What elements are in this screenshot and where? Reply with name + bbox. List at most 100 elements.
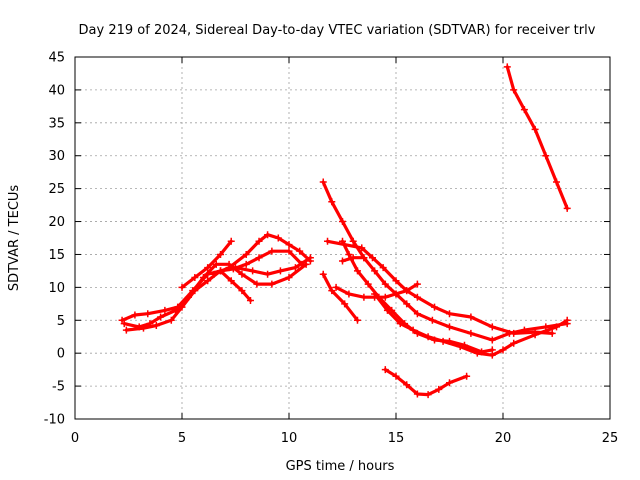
data-point [118,316,126,324]
data-point [349,237,357,245]
data-point [306,257,314,265]
data-point [238,270,246,278]
data-point [328,287,336,295]
data-point [424,391,432,399]
data-point [371,290,379,298]
data-point [563,316,571,324]
data-point [341,300,349,308]
data-point [467,329,475,337]
data-point [446,310,453,318]
y-tick-label: 10 [48,281,65,296]
data-point [364,280,372,288]
data-point [381,280,389,288]
data-point [328,198,336,206]
data-point [191,273,199,281]
series-trace-14 [381,366,471,399]
data-point [227,277,235,285]
y-tick-label: 45 [48,51,65,66]
data-point [131,311,139,319]
data-point [339,218,346,226]
data-point [520,106,528,114]
y-tick-label: 35 [48,116,65,131]
grid [75,57,610,419]
x-tick-label: 5 [178,431,186,446]
axis-ticks: -10 -5 0 5 10 15 20 25 30 35 40 45 0 5 10 15 20 25 [44,51,619,447]
data-point [227,237,235,245]
series-line [383,368,469,397]
data-point [456,343,464,351]
data-point [379,264,387,272]
data-point [383,306,391,314]
data-point [122,326,130,334]
data-point [435,385,443,393]
data-point [246,297,254,305]
data-point [210,270,218,278]
data-point [217,250,225,258]
data-point [424,333,432,341]
data-point [296,247,304,255]
data-point [255,254,263,262]
data-point [353,316,361,324]
series-trace-10 [339,237,496,356]
x-tick-label: 25 [602,431,619,446]
chart-title: Day 219 of 2024, Sidereal Day-to-day VTE… [79,23,596,38]
data-point [531,125,539,133]
data-point [563,204,571,212]
data-point [191,287,199,295]
y-tick-label: 30 [48,149,65,164]
y-tick-label: 25 [48,182,65,197]
data-point [358,244,366,252]
data-point [510,86,518,94]
data-point [285,273,293,281]
data-point [339,237,346,245]
data-point [473,349,481,357]
data-point [503,63,511,71]
series-line [373,292,569,357]
data-point [324,237,332,245]
data-point [428,316,436,324]
data-point [253,280,261,288]
data-point [548,329,556,337]
y-tick-label: 20 [48,215,65,230]
y-tick-label: 5 [57,314,65,329]
data-point [144,310,152,318]
data-point [204,270,212,278]
data-point [157,313,165,321]
data-point [488,336,496,344]
data-point [413,293,421,301]
data-point [319,270,327,278]
data-point [276,267,284,275]
data-point [439,337,447,345]
data-point [285,241,293,249]
x-tick-label: 15 [388,431,405,446]
series-trace-9 [324,237,556,337]
data-point [542,152,550,160]
data-point [510,329,518,337]
data-point [249,267,257,275]
data-point [467,313,475,321]
data-point [381,293,389,301]
data-point [531,331,539,339]
y-axis-title: SDTVAR / TECUs [7,185,22,292]
data-point [381,366,389,374]
data-point [349,254,357,262]
data-point [332,283,340,291]
data-point [488,323,496,331]
data-point [298,260,306,268]
y-tick-label: 40 [48,83,65,98]
data-point [178,283,186,291]
series-trace-4 [178,237,235,291]
data-point [446,323,453,331]
data-point [392,290,400,298]
series-trace-12 [371,290,571,359]
y-tick-label: 15 [48,248,65,263]
data-point [212,260,220,268]
data-point [204,264,212,272]
data-point [403,381,411,389]
data-point [345,290,353,298]
data-point [360,293,368,301]
data-point [392,372,400,380]
data-point [345,250,353,258]
series-group [118,63,571,399]
data-point [242,250,250,258]
